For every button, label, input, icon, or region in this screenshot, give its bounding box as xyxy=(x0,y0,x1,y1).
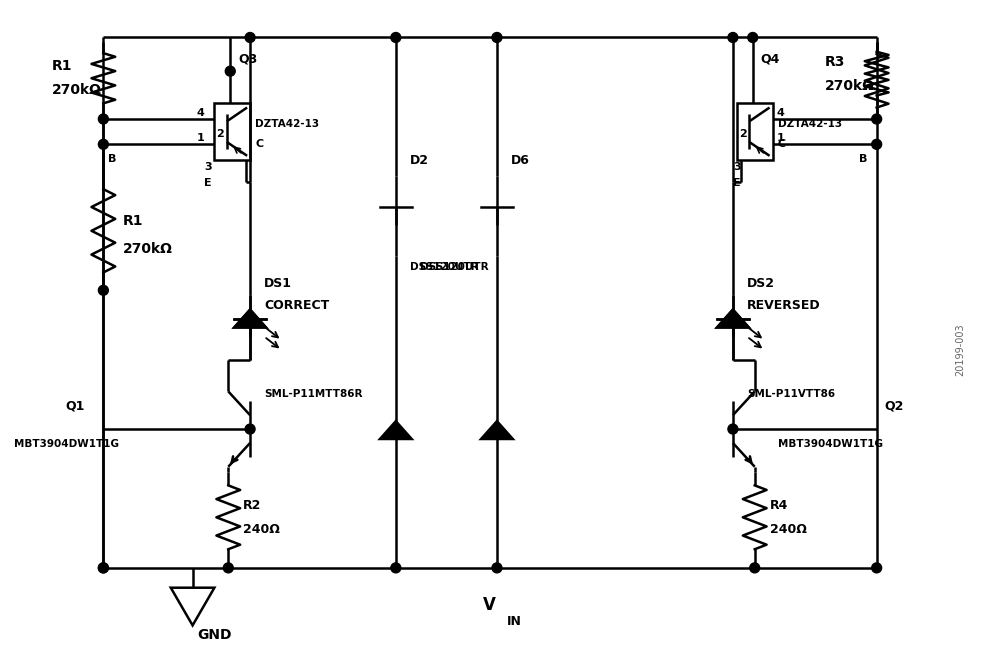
Text: C: C xyxy=(255,138,263,149)
Text: DZTA42-13: DZTA42-13 xyxy=(778,119,842,129)
Circle shape xyxy=(246,32,255,43)
Text: 270kΩ: 270kΩ xyxy=(825,79,875,92)
Circle shape xyxy=(391,32,401,43)
Circle shape xyxy=(728,424,737,434)
Text: R4: R4 xyxy=(770,499,788,512)
Circle shape xyxy=(747,32,758,43)
Text: DSS120UTR: DSS120UTR xyxy=(419,262,488,273)
Circle shape xyxy=(872,114,882,124)
Text: MBT3904DW1T1G: MBT3904DW1T1G xyxy=(14,439,119,449)
Text: R2: R2 xyxy=(244,499,261,512)
Text: R3: R3 xyxy=(825,55,846,68)
Text: CORRECT: CORRECT xyxy=(264,299,329,312)
Text: IN: IN xyxy=(507,616,521,629)
Text: C: C xyxy=(778,138,786,149)
Text: R1: R1 xyxy=(123,214,143,228)
Text: Q3: Q3 xyxy=(239,52,257,65)
Text: DSS120UTR: DSS120UTR xyxy=(409,262,478,273)
Text: V: V xyxy=(483,596,496,614)
Text: R1: R1 xyxy=(52,59,73,73)
Circle shape xyxy=(872,563,882,573)
Circle shape xyxy=(492,563,502,573)
Text: 2: 2 xyxy=(738,129,746,139)
Circle shape xyxy=(98,286,108,295)
Circle shape xyxy=(225,67,236,76)
Text: 20199-003: 20199-003 xyxy=(955,324,965,376)
Text: Q2: Q2 xyxy=(885,399,904,412)
Text: 4: 4 xyxy=(196,108,204,118)
Text: 1: 1 xyxy=(196,133,204,143)
Text: Q1: Q1 xyxy=(66,399,85,412)
Text: 1: 1 xyxy=(777,133,785,143)
Circle shape xyxy=(98,114,108,124)
Text: E: E xyxy=(204,178,212,188)
Text: 4: 4 xyxy=(777,108,785,118)
Text: B: B xyxy=(859,154,867,164)
Bar xyxy=(214,103,250,160)
Circle shape xyxy=(246,424,255,434)
Polygon shape xyxy=(380,421,411,439)
Polygon shape xyxy=(235,309,266,328)
Polygon shape xyxy=(717,309,748,328)
Circle shape xyxy=(391,563,401,573)
Text: SML-P11MTT86R: SML-P11MTT86R xyxy=(264,390,362,399)
Text: Q4: Q4 xyxy=(761,52,780,65)
Circle shape xyxy=(872,140,882,149)
Circle shape xyxy=(492,32,502,43)
Text: D6: D6 xyxy=(511,154,529,167)
Text: DS1: DS1 xyxy=(264,277,292,290)
Text: MBT3904DW1T1G: MBT3904DW1T1G xyxy=(778,439,883,449)
Text: 270kΩ: 270kΩ xyxy=(123,242,173,256)
Circle shape xyxy=(98,563,108,573)
Polygon shape xyxy=(235,309,266,328)
Bar xyxy=(736,103,773,160)
Text: 3: 3 xyxy=(733,162,740,172)
Polygon shape xyxy=(717,309,748,328)
Circle shape xyxy=(98,563,108,573)
Text: B: B xyxy=(108,154,117,164)
Text: 2: 2 xyxy=(216,129,224,139)
Text: GND: GND xyxy=(197,629,232,642)
Text: SML-P11VTT86: SML-P11VTT86 xyxy=(746,390,835,399)
Text: 270kΩ: 270kΩ xyxy=(52,83,102,97)
Text: D2: D2 xyxy=(409,154,429,167)
Text: 240Ω: 240Ω xyxy=(770,523,806,536)
Text: E: E xyxy=(733,178,740,188)
Text: 3: 3 xyxy=(204,162,212,172)
Text: DZTA42-13: DZTA42-13 xyxy=(255,119,319,129)
Circle shape xyxy=(223,563,234,573)
Circle shape xyxy=(98,140,108,149)
Text: REVERSED: REVERSED xyxy=(746,299,820,312)
Text: 240Ω: 240Ω xyxy=(244,523,280,536)
Polygon shape xyxy=(481,421,513,439)
Text: DS2: DS2 xyxy=(746,277,775,290)
Circle shape xyxy=(749,563,760,573)
Circle shape xyxy=(728,32,737,43)
